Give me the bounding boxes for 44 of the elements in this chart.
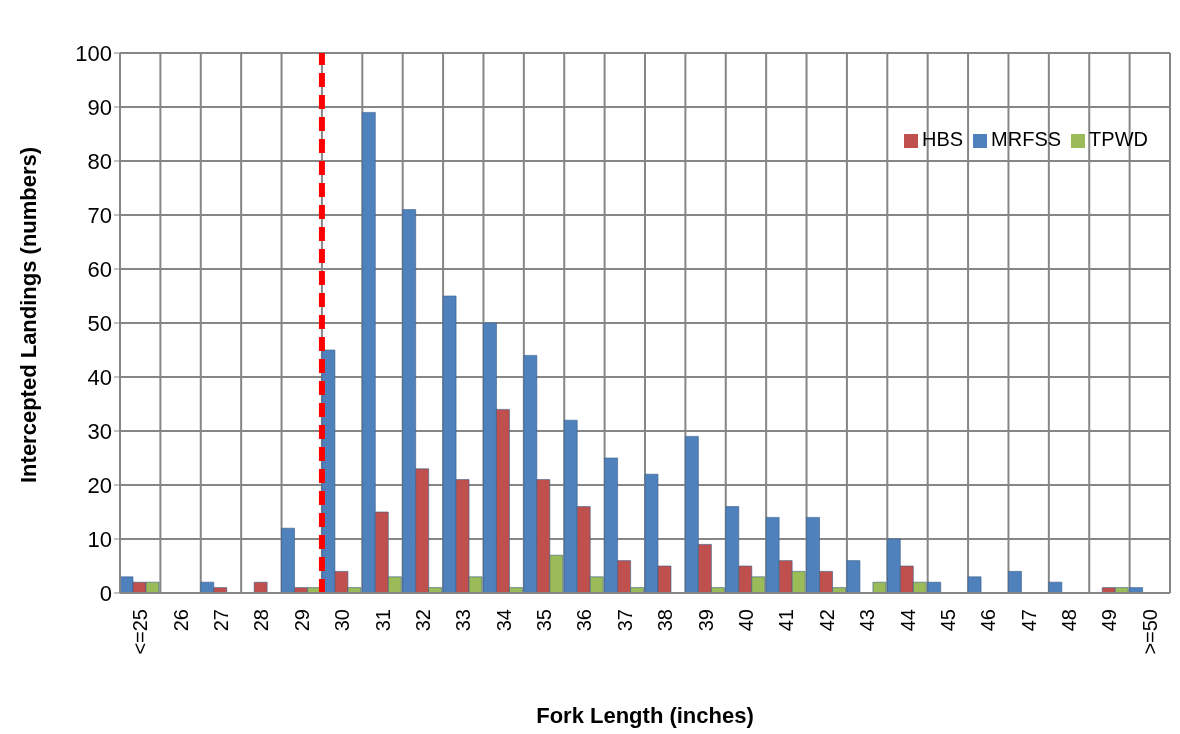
x-tick-label: 37 xyxy=(613,609,636,632)
legend-label: TPWD xyxy=(1089,128,1148,150)
y-tick-label: 10 xyxy=(87,526,112,552)
x-axis-title: Fork Length (inches) xyxy=(536,703,754,728)
y-tick-label: 40 xyxy=(87,364,112,390)
x-tick-label: >=50 xyxy=(1138,609,1161,655)
y-axis-title: Intercepted Landings (numbers) xyxy=(15,146,41,483)
legend-label: MRFSS xyxy=(991,128,1062,150)
x-tick-label: 31 xyxy=(371,609,394,632)
x-tick-label: 49 xyxy=(1098,609,1121,632)
bar xyxy=(967,576,982,593)
x-tick-label: 39 xyxy=(694,609,717,632)
x-tick-label: 48 xyxy=(1058,609,1081,632)
x-tick-label: 42 xyxy=(815,609,838,632)
x-tick-label: 41 xyxy=(775,609,798,632)
y-tick-label: 50 xyxy=(87,310,112,336)
x-tick-label: 35 xyxy=(533,609,556,632)
y-tick-label: 30 xyxy=(87,418,112,444)
x-tick-label: 47 xyxy=(1017,609,1040,632)
y-tick-label: 60 xyxy=(87,256,112,282)
x-tick-label: 29 xyxy=(290,609,313,632)
y-tick-label: 20 xyxy=(87,472,112,498)
x-tick-label: <=25 xyxy=(129,609,152,655)
x-tick-label: 30 xyxy=(331,609,354,632)
y-tick-label: 80 xyxy=(87,148,112,174)
x-tick-label: 32 xyxy=(411,609,434,632)
y-tick-label: 100 xyxy=(75,40,112,66)
x-tick-label: 36 xyxy=(573,609,596,632)
x-tick-label: 45 xyxy=(936,609,959,632)
x-tick-label: 38 xyxy=(654,609,677,632)
bar xyxy=(1007,570,1022,593)
x-tick-label: 46 xyxy=(977,609,1000,632)
x-tick-label: 34 xyxy=(492,609,515,632)
x-tick-label: 26 xyxy=(169,609,192,632)
y-tick-label: 0 xyxy=(99,580,112,606)
x-tick-label: 40 xyxy=(734,609,757,632)
y-tick-label: 70 xyxy=(87,202,112,228)
legend-label: HBS xyxy=(921,128,964,150)
x-tick-label: 28 xyxy=(250,609,273,632)
x-tick-label: 43 xyxy=(856,609,879,632)
x-tick-label: 27 xyxy=(209,609,232,632)
y-tick-label: 90 xyxy=(87,94,112,120)
x-tick-label: 33 xyxy=(452,609,475,632)
x-tick-label: 44 xyxy=(896,609,919,632)
